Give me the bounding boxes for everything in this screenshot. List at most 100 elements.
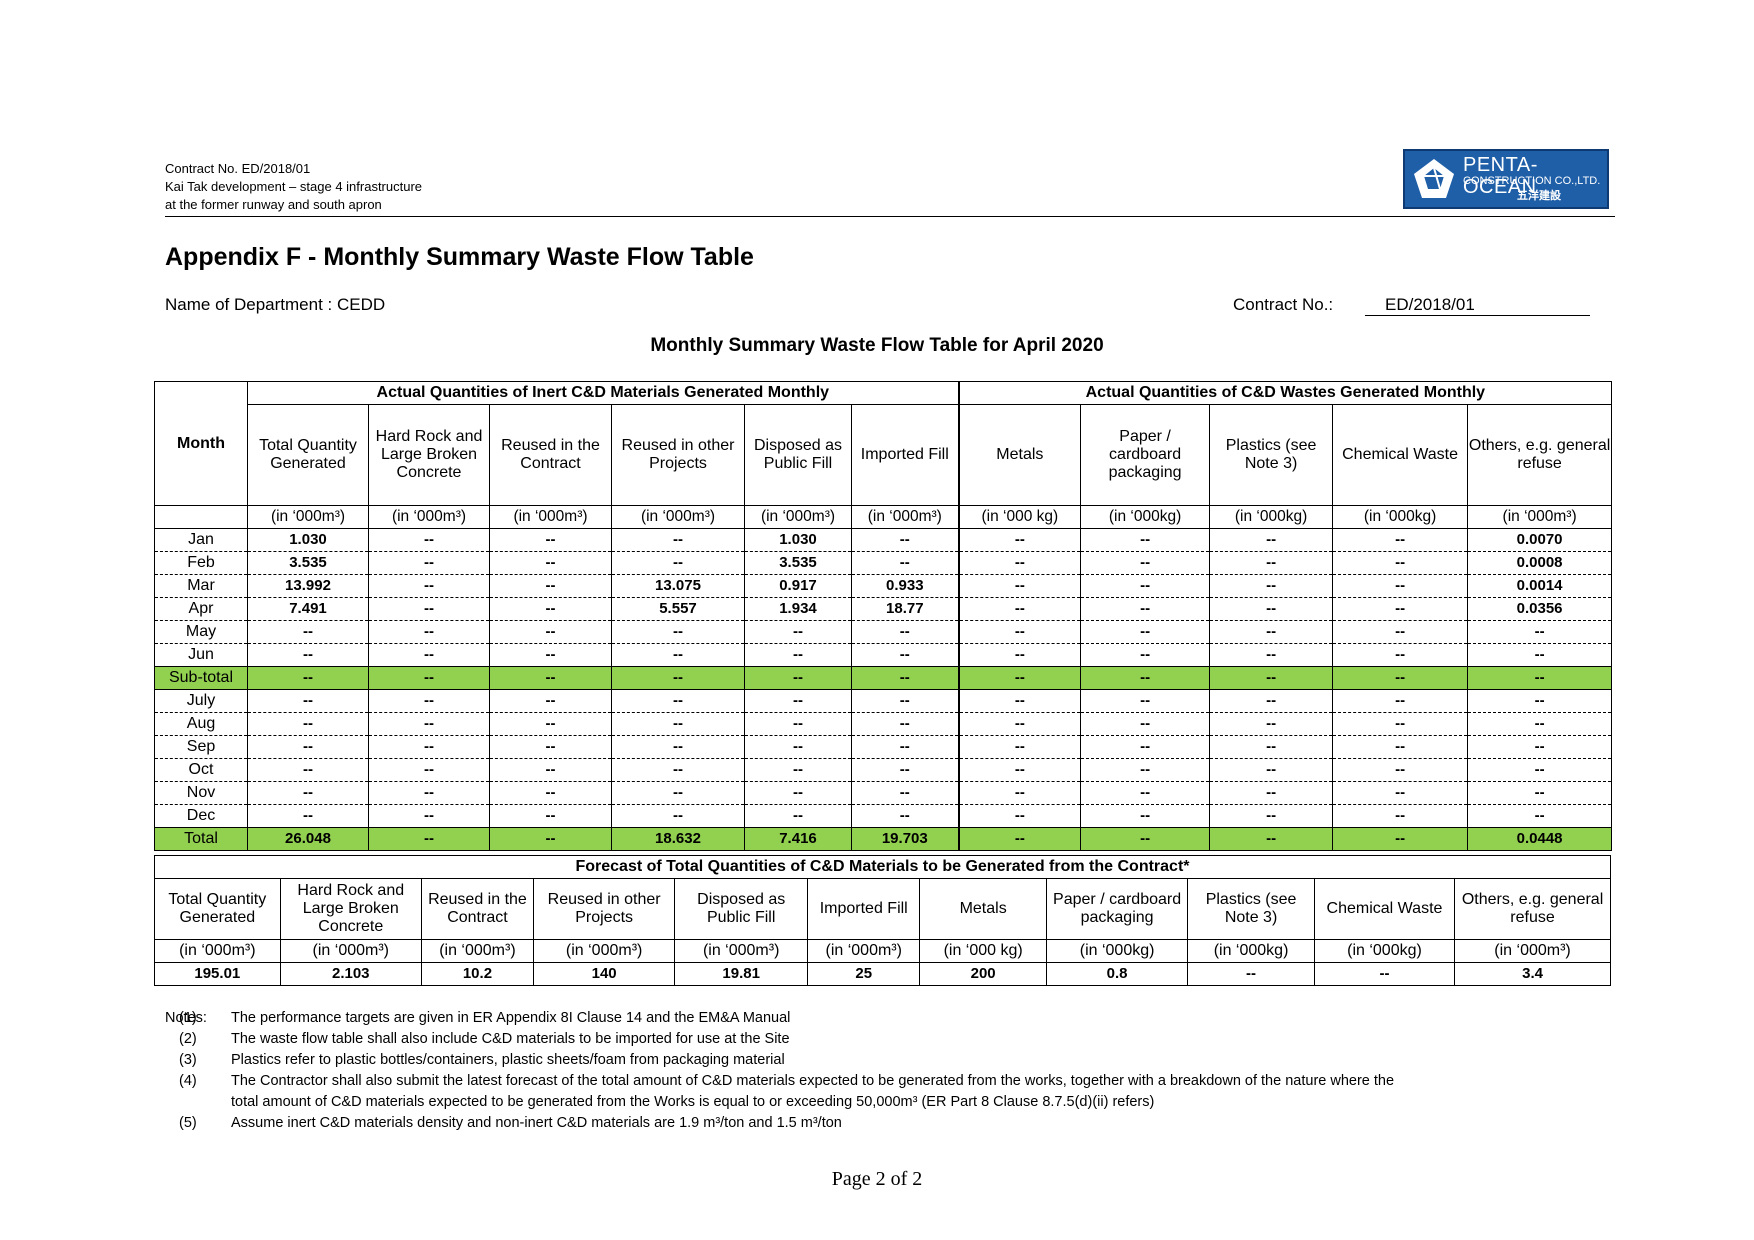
- value-cell: --: [368, 689, 490, 713]
- value-cell: --: [958, 574, 1082, 598]
- value-cell: --: [958, 551, 1082, 575]
- forecast-column-header: Paper / cardboard packaging: [1046, 878, 1189, 940]
- forecast-unit-cell: (in ‘000m³): [674, 939, 809, 963]
- value-cell: --: [1467, 781, 1613, 805]
- value-cell: --: [489, 551, 612, 575]
- value-cell: --: [1209, 551, 1334, 575]
- value-cell: --: [368, 597, 490, 621]
- page-title: Appendix F - Monthly Summary Waste Flow …: [165, 243, 754, 271]
- value-cell: --: [1332, 620, 1469, 644]
- value-cell: --: [1209, 735, 1334, 759]
- unit-cell: (in ‘000m³): [611, 505, 745, 529]
- value-cell: --: [851, 528, 960, 552]
- value-cell: --: [958, 735, 1082, 759]
- table-row: Total 26.048 -- -- 18.632 7.416 19.703 -- -- -- --…: [154, 827, 1613, 851]
- forecast-unit-cell: (in ‘000m³): [154, 939, 281, 963]
- note-number: (5): [179, 1115, 197, 1131]
- note-text: The Contractor shall also submit the lat…: [231, 1073, 1395, 1089]
- value-cell: --: [1209, 528, 1334, 552]
- forecast-column-header: Reused in the Contract: [421, 878, 535, 940]
- value-cell: --: [958, 666, 1082, 690]
- value-cell: --: [958, 712, 1082, 736]
- forecast-value-cell: 19.81: [674, 962, 809, 986]
- note-number: (3): [179, 1052, 197, 1068]
- value-cell: --: [1332, 804, 1469, 828]
- waste-group-header: Actual Quantities of C&D Wastes Generate…: [958, 381, 1612, 405]
- value-cell: --: [368, 574, 490, 598]
- table-row: Aug -- -- -- -- -- -- -- -- -- -- --: [154, 712, 1613, 736]
- value-cell: --: [489, 574, 612, 598]
- value-cell: --: [489, 804, 612, 828]
- forecast-column-header: Total Quantity Generated: [154, 878, 281, 940]
- value-cell: --: [958, 781, 1082, 805]
- value-cell: --: [1467, 735, 1613, 759]
- value-cell: --: [1467, 620, 1613, 644]
- value-cell: --: [611, 689, 745, 713]
- column-header: Total Quantity Generated: [247, 404, 369, 506]
- value-cell: --: [1467, 712, 1613, 736]
- value-cell: --: [1080, 712, 1211, 736]
- unit-cell: (in ‘000m³): [489, 505, 612, 529]
- forecast-unit-cell: (in ‘000m³): [279, 939, 422, 963]
- value-cell: --: [611, 735, 745, 759]
- value-cell: --: [1209, 597, 1334, 621]
- note-item: (1) The performance targets are given in …: [179, 1008, 790, 1029]
- value-cell: --: [489, 620, 612, 644]
- value-cell: --: [958, 528, 1082, 552]
- forecast-column-header: Imported Fill: [807, 878, 921, 940]
- value-cell: 1.030: [247, 528, 369, 552]
- value-cell: --: [368, 551, 490, 575]
- note-text: Plastics refer to plastic bottles/contai…: [231, 1052, 785, 1068]
- forecast-value-cell: 195.01: [154, 962, 281, 986]
- month-cell: Nov: [154, 781, 248, 805]
- note-number: (4): [179, 1073, 197, 1089]
- forecast-column-header: Reused in other Projects: [533, 878, 676, 940]
- value-cell: --: [489, 712, 612, 736]
- value-cell: --: [744, 666, 852, 690]
- value-cell: 0.0008: [1467, 551, 1613, 575]
- value-cell: --: [489, 781, 612, 805]
- value-cell: --: [368, 643, 490, 667]
- value-cell: --: [1209, 804, 1334, 828]
- value-cell: --: [1080, 758, 1211, 782]
- unit-cell: (in ‘000m³): [368, 505, 490, 529]
- month-cell: Jun: [154, 643, 248, 667]
- value-cell: --: [744, 620, 852, 644]
- forecast-value-cell: 140: [533, 962, 676, 986]
- value-cell: --: [851, 735, 960, 759]
- value-cell: --: [958, 758, 1082, 782]
- value-cell: --: [247, 781, 369, 805]
- value-cell: 7.491: [247, 597, 369, 621]
- inert-group-header: Actual Quantities of Inert C&D Materials…: [247, 381, 960, 405]
- forecast-column-header: Metals: [919, 878, 1047, 940]
- value-cell: --: [247, 758, 369, 782]
- value-cell: --: [611, 666, 745, 690]
- column-header: Disposed as Public Fill: [744, 404, 852, 506]
- forecast-value-cell: 10.2: [420, 962, 535, 986]
- value-cell: --: [1467, 666, 1613, 690]
- value-cell: --: [1209, 574, 1334, 598]
- note-item: (4) The Contractor shall also submit the …: [179, 1071, 1395, 1092]
- value-cell: --: [1332, 528, 1469, 552]
- table-title: Monthly Summary Waste Flow Table for Apr…: [650, 335, 1104, 356]
- page-number: Page 2 of 2: [831, 1168, 923, 1190]
- value-cell: 1.934: [744, 597, 852, 621]
- forecast-column-header: Disposed as Public Fill: [674, 878, 809, 940]
- value-cell: --: [851, 712, 960, 736]
- value-cell: 18.77: [851, 597, 960, 621]
- value-cell: --: [489, 689, 612, 713]
- value-cell: --: [958, 643, 1082, 667]
- value-cell: --: [1209, 712, 1334, 736]
- value-cell: 3.535: [744, 551, 852, 575]
- unit-cell: (in ‘000 kg): [958, 505, 1082, 529]
- month-cell: Apr: [154, 597, 248, 621]
- month-cell: Aug: [154, 712, 248, 736]
- value-cell: --: [1080, 735, 1211, 759]
- company-logo: PENTA-OCEAN CONSTRUCTION CO.,LTD. 五洋建設: [1403, 149, 1609, 209]
- unit-cell: (in ‘000kg): [1209, 505, 1334, 529]
- value-cell: --: [247, 804, 369, 828]
- month-cell: May: [154, 620, 248, 644]
- value-cell: 3.535: [247, 551, 369, 575]
- value-cell: --: [611, 620, 745, 644]
- value-cell: 26.048: [247, 827, 369, 851]
